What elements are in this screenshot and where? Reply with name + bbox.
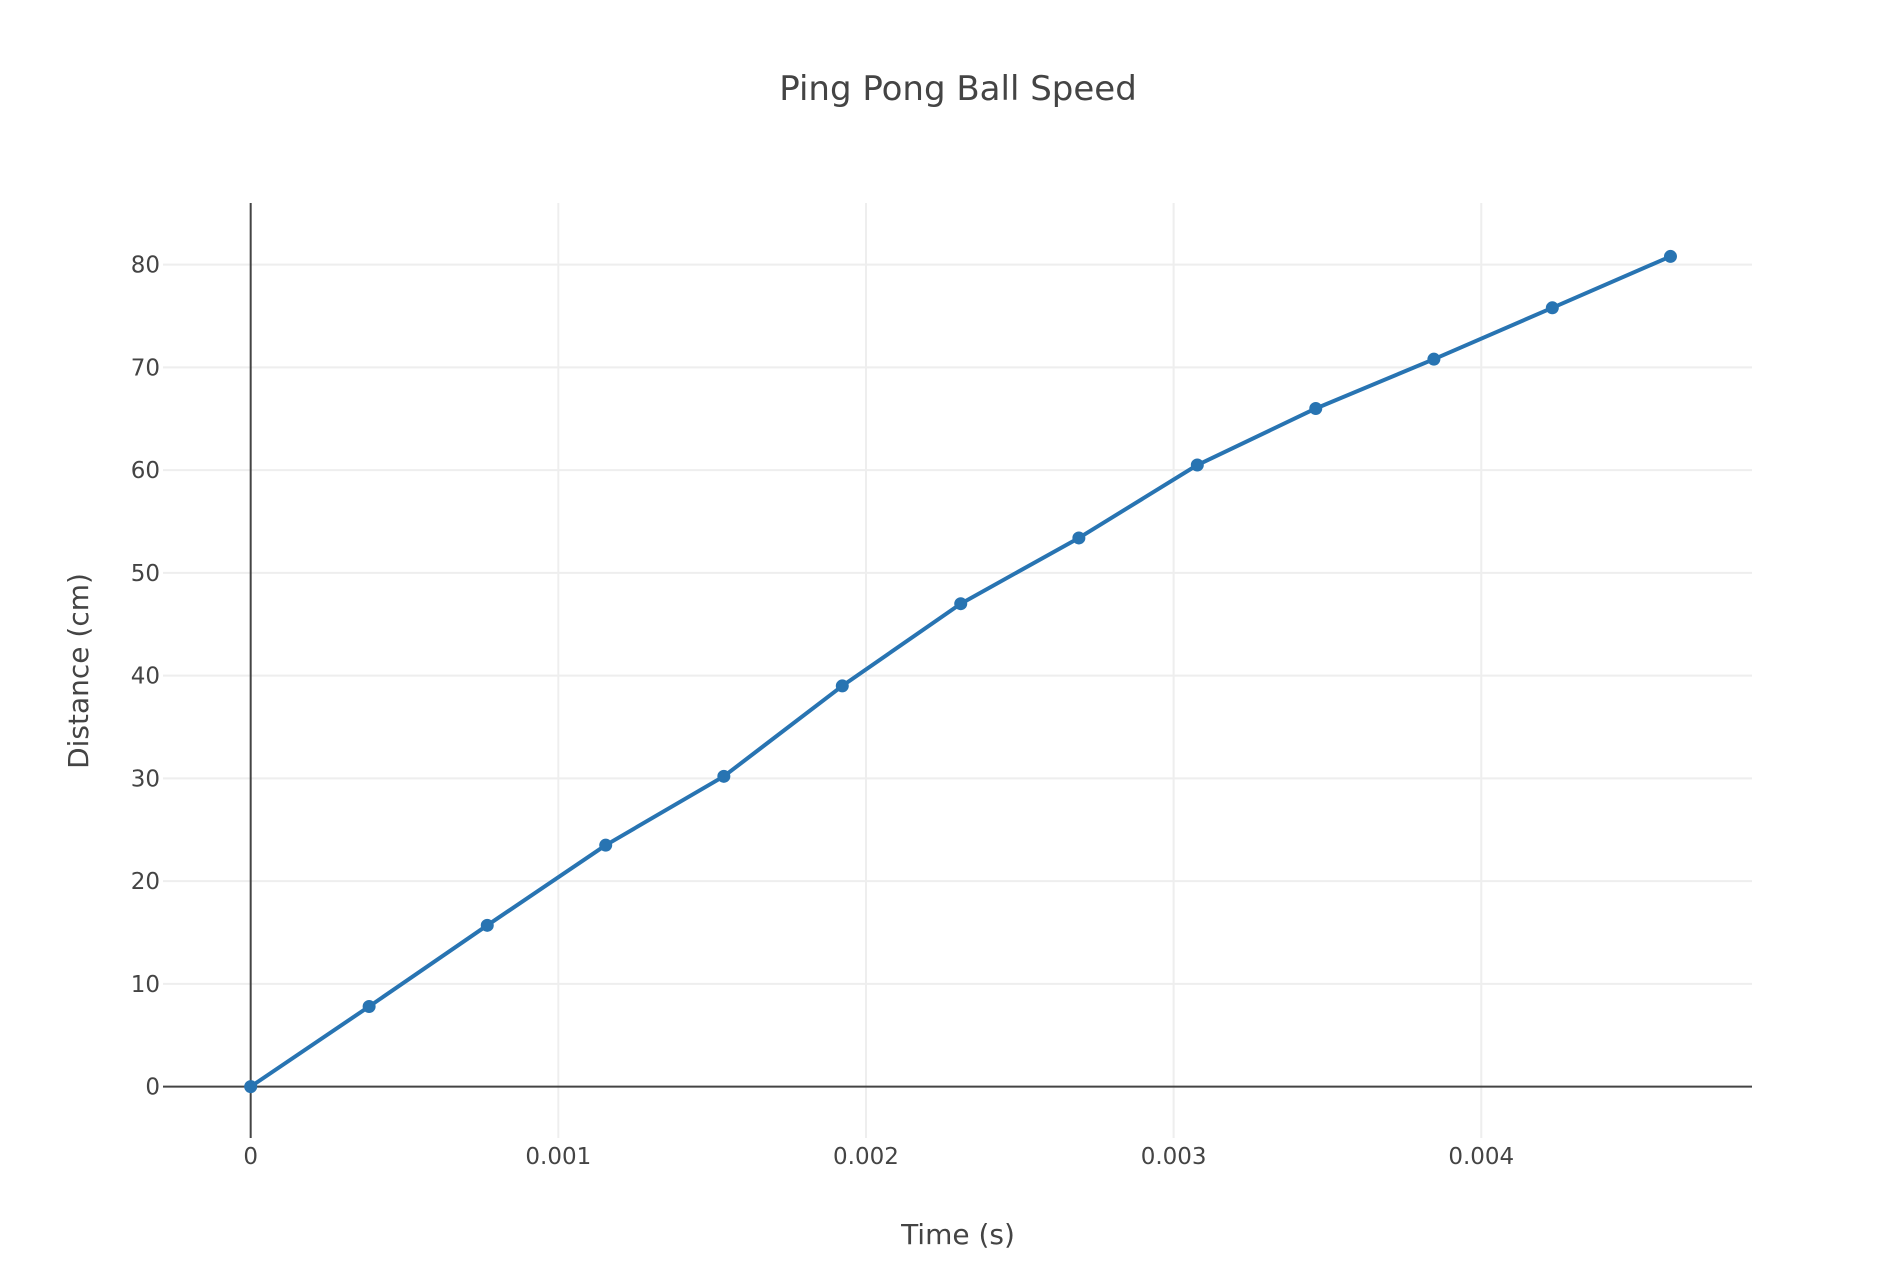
y-tick-label: 0 — [145, 1075, 160, 1101]
x-tick-label: 0.002 — [833, 1144, 899, 1170]
data-point — [1663, 249, 1677, 263]
data-point — [835, 679, 849, 693]
data-point — [599, 838, 613, 852]
grid-lines — [163, 203, 1752, 1138]
y-tick-label: 10 — [131, 972, 160, 998]
data-point — [362, 999, 376, 1013]
y-tick-label: 60 — [131, 458, 160, 484]
data-point — [1309, 401, 1323, 415]
data-point — [244, 1080, 258, 1094]
y-tick-label: 30 — [131, 766, 160, 792]
x-axis-ticks: 0 0.001 0.002 0.003 0.004 — [243, 1144, 1514, 1170]
data-point — [954, 597, 968, 611]
data-series — [244, 249, 1677, 1094]
y-tick-label: 20 — [131, 869, 160, 895]
y-tick-label: 80 — [131, 253, 160, 279]
data-point — [1427, 352, 1441, 366]
series-line — [248, 254, 1673, 1089]
y-axis-title: Distance (cm) — [62, 573, 95, 769]
x-axis-title: Time (s) — [900, 1218, 1015, 1251]
data-point — [1190, 458, 1204, 472]
y-tick-label: 50 — [131, 561, 160, 587]
y-tick-label: 40 — [131, 664, 160, 690]
x-tick-label: 0.001 — [525, 1144, 591, 1170]
zero-lines — [163, 203, 1752, 1138]
chart-title: Ping Pong Ball Speed — [779, 69, 1137, 109]
data-point — [480, 918, 494, 932]
x-tick-label: 0.003 — [1141, 1144, 1207, 1170]
y-tick-label: 70 — [131, 355, 160, 381]
data-point — [1072, 531, 1086, 545]
data-point — [1545, 301, 1559, 315]
x-tick-label: 0.004 — [1448, 1144, 1514, 1170]
x-tick-label: 0 — [243, 1144, 258, 1170]
data-point — [717, 769, 731, 783]
y-axis-ticks: 0 10 20 30 40 50 60 70 80 — [131, 253, 160, 1101]
